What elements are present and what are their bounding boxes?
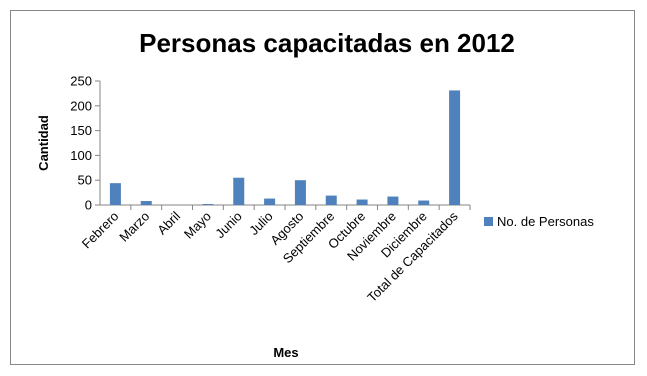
y-axis-title: Cantidad [36, 115, 51, 171]
x-tick-label: Abril [154, 208, 183, 237]
y-tick-label: 200 [70, 98, 92, 113]
chart-title: Personas capacitadas en 2012 [139, 28, 515, 58]
bar-octubre [356, 199, 368, 205]
bar-junio [233, 177, 245, 205]
bars-group [109, 90, 461, 205]
y-tick-label: 100 [70, 148, 92, 163]
bar-febrero [109, 183, 121, 205]
x-tick-label: Febrero [79, 209, 122, 252]
bar-mayo [202, 204, 214, 205]
y-tick-label: 50 [78, 173, 92, 188]
y-tick-label: 250 [70, 74, 92, 89]
bar-agosto [294, 180, 306, 205]
bar-julio [264, 198, 276, 205]
bar-diciembre [418, 200, 430, 205]
y-axis: 0 50 100 150 200 250 [70, 74, 101, 213]
legend-label: No. de Personas [497, 214, 594, 229]
bar-noviembre [387, 196, 399, 205]
x-tick-label: Mayo [181, 209, 214, 242]
x-tick-label: Junio [212, 209, 245, 242]
y-tick-label: 150 [70, 123, 92, 138]
bar-septiembre [325, 195, 337, 205]
x-axis-title: Mes [273, 345, 298, 360]
x-tick-label: Marzo [116, 209, 152, 245]
legend: No. de Personas [484, 214, 594, 229]
bar-marzo [140, 201, 152, 205]
bar-total-de-capacitados [449, 90, 461, 205]
legend-swatch [484, 217, 493, 226]
y-tick-label: 0 [85, 198, 92, 213]
